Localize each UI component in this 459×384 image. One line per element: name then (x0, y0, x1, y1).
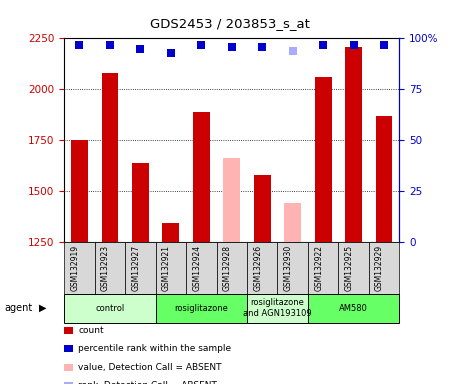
Text: percentile rank within the sample: percentile rank within the sample (78, 344, 231, 353)
Text: GSM132930: GSM132930 (284, 245, 293, 291)
Text: value, Detection Call = ABSENT: value, Detection Call = ABSENT (78, 362, 222, 372)
Bar (315, 77, 331, 242)
Text: GSM132919: GSM132919 (71, 245, 79, 291)
Bar (71, 140, 88, 242)
Bar (345, 46, 362, 242)
Text: agent: agent (5, 303, 33, 313)
Text: GSM132922: GSM132922 (314, 245, 323, 291)
Bar (224, 159, 240, 242)
Text: GSM132927: GSM132927 (131, 245, 140, 291)
Bar (132, 162, 149, 242)
Text: ▶: ▶ (39, 303, 46, 313)
Bar (284, 203, 301, 242)
Text: GDS2453 / 203853_s_at: GDS2453 / 203853_s_at (150, 17, 309, 30)
Text: rank, Detection Call = ABSENT: rank, Detection Call = ABSENT (78, 381, 217, 384)
Bar (162, 223, 179, 242)
Text: GSM132921: GSM132921 (162, 245, 171, 291)
Bar (101, 73, 118, 242)
Bar (193, 112, 210, 242)
Text: GSM132923: GSM132923 (101, 245, 110, 291)
Text: AM580: AM580 (339, 304, 368, 313)
Text: rosiglitazone
and AGN193109: rosiglitazone and AGN193109 (243, 298, 312, 318)
Text: GSM132925: GSM132925 (345, 245, 353, 291)
Text: GSM132926: GSM132926 (253, 245, 262, 291)
Text: GSM132928: GSM132928 (223, 245, 232, 291)
Text: GSM132924: GSM132924 (192, 245, 202, 291)
Bar (254, 175, 271, 242)
Text: rosiglitazone: rosiglitazone (174, 304, 228, 313)
Bar (376, 116, 392, 242)
Text: GSM132929: GSM132929 (375, 245, 384, 291)
Text: count: count (78, 326, 104, 335)
Text: control: control (95, 304, 124, 313)
